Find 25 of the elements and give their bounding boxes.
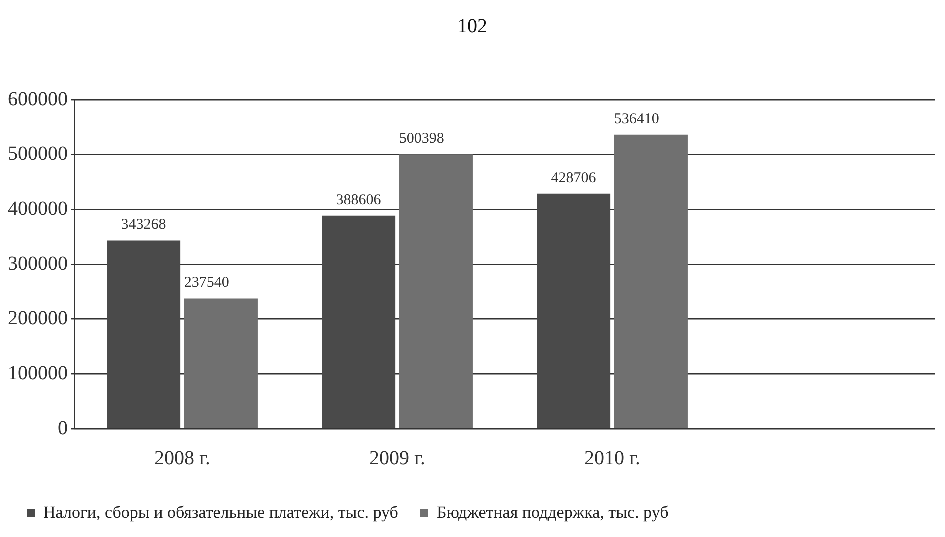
legend-label: Бюджетная поддержка, тыс. руб bbox=[436, 502, 669, 522]
data-label: 500398 bbox=[399, 131, 444, 148]
data-label: 428706 bbox=[551, 170, 597, 186]
y-tick-label: 0 bbox=[58, 417, 68, 440]
data-label: 536410 bbox=[614, 111, 660, 128]
y-tick-label: 400000 bbox=[8, 198, 68, 220]
x-tick-label: 2010 г. bbox=[584, 447, 640, 470]
data-label: 388606 bbox=[336, 192, 382, 208]
x-tick-label: 2009 г. bbox=[370, 447, 426, 470]
y-tick-label: 100000 bbox=[8, 362, 68, 384]
y-tick-label: 200000 bbox=[8, 308, 68, 330]
y-tick-label: 300000 bbox=[8, 252, 68, 275]
bar bbox=[322, 216, 396, 428]
bar bbox=[399, 154, 473, 428]
legend-label: Налоги, сборы и обязательные платежи, тыс. руб bbox=[44, 502, 398, 522]
bar bbox=[537, 194, 611, 428]
y-tick-label: 600000 bbox=[8, 88, 68, 110]
bar bbox=[107, 240, 181, 428]
y-tick-label: 500000 bbox=[8, 143, 68, 166]
data-label: 343268 bbox=[121, 217, 166, 234]
bar bbox=[184, 298, 258, 428]
data-label: 237540 bbox=[184, 275, 230, 292]
x-tick-label: 2008 г. bbox=[154, 447, 210, 470]
bar bbox=[614, 134, 688, 428]
text: 102 bbox=[458, 15, 488, 38]
